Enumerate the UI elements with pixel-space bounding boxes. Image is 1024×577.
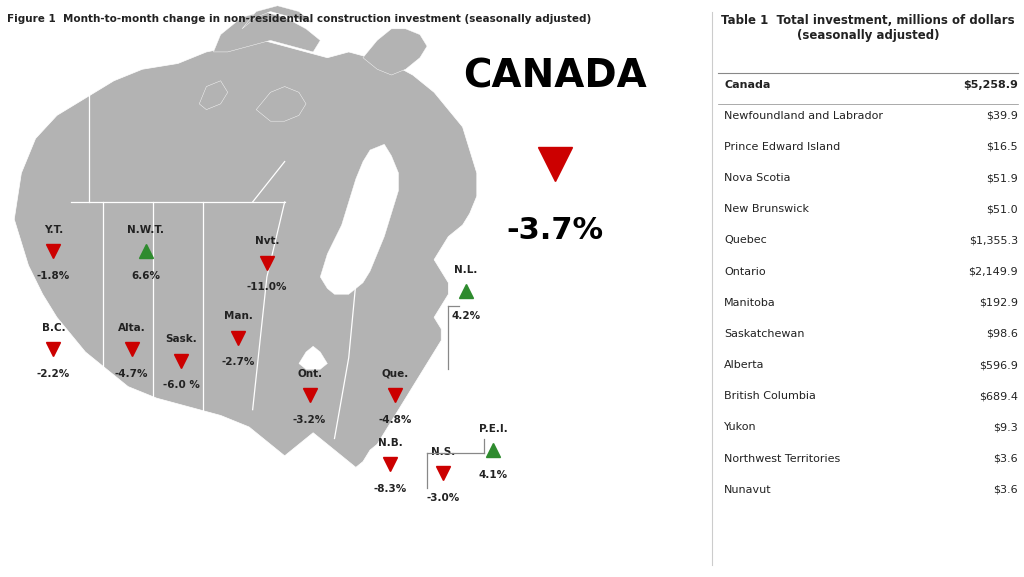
- Text: $1,355.3: $1,355.3: [969, 235, 1018, 245]
- Text: $51.9: $51.9: [986, 173, 1018, 183]
- Text: CANADA: CANADA: [463, 58, 647, 96]
- Text: $5,258.9: $5,258.9: [963, 80, 1018, 89]
- Text: $192.9: $192.9: [979, 298, 1018, 308]
- Text: Nova Scotia: Nova Scotia: [724, 173, 791, 183]
- Text: $3.6: $3.6: [993, 485, 1018, 494]
- Text: Alta.: Alta.: [118, 323, 145, 333]
- Text: Saskatchewan: Saskatchewan: [724, 329, 805, 339]
- Polygon shape: [14, 40, 477, 467]
- Text: Alberta: Alberta: [724, 360, 765, 370]
- Text: P.E.I.: P.E.I.: [479, 424, 508, 434]
- Polygon shape: [213, 12, 321, 52]
- Text: N.S.: N.S.: [430, 447, 455, 457]
- Polygon shape: [321, 144, 398, 294]
- Text: $689.4: $689.4: [979, 391, 1018, 401]
- Text: Northwest Territories: Northwest Territories: [724, 454, 841, 463]
- Text: -4.8%: -4.8%: [378, 415, 412, 425]
- Text: $2,149.9: $2,149.9: [968, 267, 1018, 276]
- Polygon shape: [256, 87, 306, 121]
- Text: 6.6%: 6.6%: [131, 271, 161, 281]
- Text: Table 1  Total investment, millions of dollars
(seasonally adjusted): Table 1 Total investment, millions of do…: [721, 14, 1015, 43]
- Text: Quebec: Quebec: [724, 235, 767, 245]
- Text: $51.0: $51.0: [986, 204, 1018, 214]
- Text: -8.3%: -8.3%: [374, 484, 407, 494]
- Text: Newfoundland and Labrador: Newfoundland and Labrador: [724, 111, 883, 121]
- Text: -2.2%: -2.2%: [37, 369, 70, 379]
- Polygon shape: [242, 6, 313, 29]
- Text: Yukon: Yukon: [724, 422, 757, 432]
- Polygon shape: [299, 346, 328, 369]
- Text: Canada: Canada: [724, 80, 770, 89]
- Text: Prince Edward Island: Prince Edward Island: [724, 142, 841, 152]
- Text: B.C.: B.C.: [42, 323, 66, 333]
- Text: Nvt.: Nvt.: [255, 236, 280, 246]
- Text: $596.9: $596.9: [979, 360, 1018, 370]
- Text: -3.7%: -3.7%: [507, 216, 604, 245]
- Text: N.B.: N.B.: [378, 438, 402, 448]
- Text: N.L.: N.L.: [455, 265, 478, 275]
- Text: Que.: Que.: [381, 369, 409, 379]
- Polygon shape: [362, 29, 427, 75]
- Text: Sask.: Sask.: [166, 334, 198, 344]
- Text: -3.2%: -3.2%: [293, 415, 327, 425]
- Text: New Brunswick: New Brunswick: [724, 204, 809, 214]
- Text: Ont.: Ont.: [297, 369, 323, 379]
- Text: Man.: Man.: [224, 311, 253, 321]
- Text: Manitoba: Manitoba: [724, 298, 776, 308]
- Text: Nunavut: Nunavut: [724, 485, 772, 494]
- Text: -1.8%: -1.8%: [37, 271, 70, 281]
- Text: Figure 1  Month-to-month change in non-residential construction investment (seas: Figure 1 Month-to-month change in non-re…: [7, 14, 592, 24]
- Text: -3.0%: -3.0%: [426, 493, 460, 503]
- Text: $3.6: $3.6: [993, 454, 1018, 463]
- Text: -11.0%: -11.0%: [247, 282, 287, 293]
- Text: N.W.T.: N.W.T.: [127, 224, 165, 235]
- Text: $9.3: $9.3: [993, 422, 1018, 432]
- Text: -6.0 %: -6.0 %: [163, 380, 200, 391]
- Text: 4.1%: 4.1%: [478, 470, 508, 480]
- Text: $16.5: $16.5: [986, 142, 1018, 152]
- Text: British Columbia: British Columbia: [724, 391, 816, 401]
- Text: -2.7%: -2.7%: [222, 357, 255, 368]
- Text: Ontario: Ontario: [724, 267, 766, 276]
- Polygon shape: [200, 81, 227, 110]
- Text: Y.T.: Y.T.: [44, 224, 63, 235]
- Text: -4.7%: -4.7%: [115, 369, 148, 379]
- Text: 4.2%: 4.2%: [452, 311, 480, 321]
- Text: $98.6: $98.6: [986, 329, 1018, 339]
- Text: $39.9: $39.9: [986, 111, 1018, 121]
